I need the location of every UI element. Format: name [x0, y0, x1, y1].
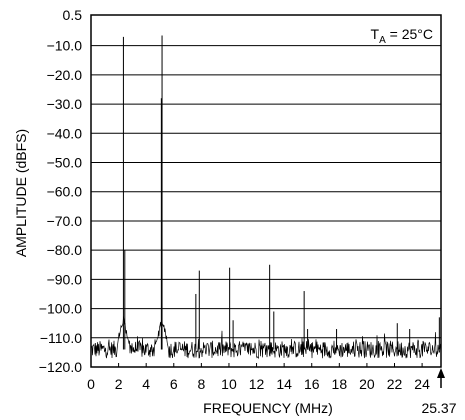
y-tick-label: −60.0	[47, 184, 83, 200]
y-tick-label: −100.0	[39, 301, 82, 317]
y-tick-label: 0.5	[63, 7, 83, 23]
y-tick-label: −90.0	[47, 271, 83, 287]
end-frequency-marker: 25.37	[421, 368, 457, 416]
y-tick-label: −40.0	[47, 125, 83, 141]
end-arrow-head	[437, 368, 445, 378]
y-tick-labels: 0.5 −10.0 −20.0 −30.0 −40.0 −50.0 −60.0 −70.0 −8…	[39, 7, 82, 375]
x-tick-label: 16	[304, 376, 320, 392]
y-tick-label: −30.0	[47, 96, 83, 112]
end-frequency-label: 25.37	[421, 400, 456, 416]
y-tick-label: −70.0	[47, 213, 83, 229]
y-tick-label: −80.0	[47, 242, 83, 258]
y-tick-label: −50.0	[47, 155, 83, 171]
annotation-subscript: A	[379, 35, 386, 46]
noise-floor-trace	[90, 316, 442, 360]
x-tick-label: 2	[115, 376, 123, 392]
plot-frame	[90, 14, 442, 368]
x-tick-label: 24	[414, 376, 430, 392]
x-tick-label: 4	[142, 376, 150, 392]
annotation-main: T	[371, 26, 380, 42]
x-tick-labels: 0 2 4 6 8 10 12 14 16 18 20 22 24	[87, 363, 430, 392]
y-axis-title: AMPLITUDE (dBFS)	[13, 129, 29, 257]
x-tick-label: 18	[332, 376, 348, 392]
annotation-rest: = 25°C	[386, 26, 433, 42]
x-tick-label: 20	[359, 376, 375, 392]
x-tick-label: 8	[197, 376, 205, 392]
x-tick-label: 14	[276, 376, 292, 392]
y-tick-label: −120.0	[39, 359, 82, 375]
grid-lines	[91, 14, 441, 368]
x-tick-label: 0	[87, 376, 95, 392]
y-tick-label: −110.0	[40, 330, 82, 346]
x-tick-label: 12	[249, 376, 265, 392]
spectrum-trace	[90, 35, 442, 360]
y-tick-label: −10.0	[47, 38, 83, 54]
y-tick-label: −20.0	[47, 67, 83, 83]
temperature-annotation: TA = 25°C	[371, 26, 433, 46]
x-tick-label: 22	[387, 376, 403, 392]
x-tick-label: 10	[221, 376, 237, 392]
x-axis-title: FREQUENCY (MHz)	[203, 400, 333, 416]
x-tick-label: 6	[170, 376, 178, 392]
